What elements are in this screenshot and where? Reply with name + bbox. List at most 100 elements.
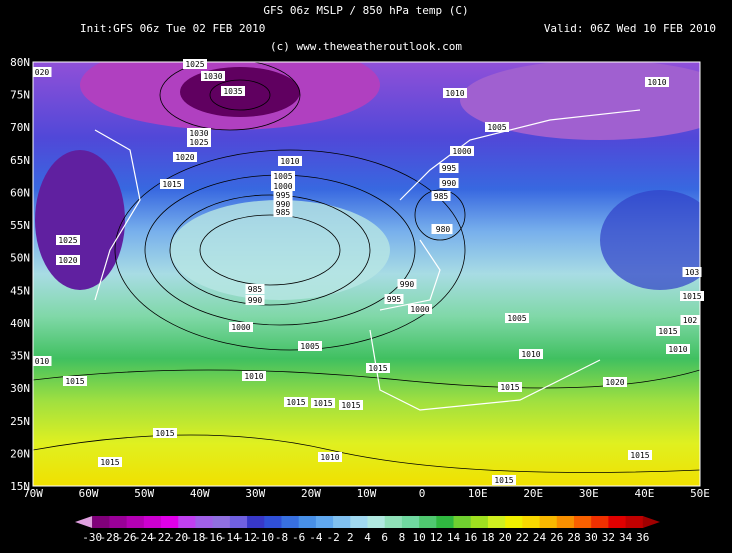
isobar-label-box [645, 77, 669, 87]
isobar-label: 1010 [445, 89, 464, 98]
isobar-label: 1020 [58, 256, 77, 265]
isobar-label-box [311, 398, 335, 408]
colorbar-label: 26 [550, 531, 563, 544]
isobar-label: 1015 [682, 292, 701, 301]
lat-label: 70N [10, 121, 30, 134]
colorbar-arrow [75, 516, 93, 528]
isobar-label-box [485, 122, 509, 132]
colorbar-label: 32 [602, 531, 615, 544]
isobar-label: 1015 [162, 180, 181, 189]
isobar-label: 1015 [65, 377, 84, 386]
colorbar-label: -18 [186, 531, 206, 544]
isobar-label: 1000 [410, 305, 429, 314]
colorbar-label: 20 [499, 531, 512, 544]
colorbar-label: 34 [619, 531, 633, 544]
colorbar-label: 2 [347, 531, 354, 544]
colorbar-label: -24 [134, 531, 154, 544]
lon-label: 40E [634, 487, 654, 500]
isobar-label-box [245, 284, 265, 294]
isobar-label-box [183, 59, 207, 69]
colorbar-swatch [608, 516, 627, 528]
lon-label: 60W [79, 487, 99, 500]
map-title: GFS 06z MSLP / 850 hPa temp (C) [263, 4, 468, 17]
colorbar-label: -6 [292, 531, 305, 544]
isobar-label: 990 [442, 179, 457, 188]
isobar-label-box [498, 382, 522, 392]
colorbar-swatch [539, 516, 558, 528]
isobar-label: 1010 [320, 453, 339, 462]
isobar-label-box [431, 191, 451, 201]
isobar-label-box [439, 178, 459, 188]
colorbar-swatch [556, 516, 575, 528]
colorbar-label: 28 [567, 531, 580, 544]
isobar-label-box [628, 450, 652, 460]
isobar-label-box [666, 344, 690, 354]
lon-label: 70W [23, 487, 43, 500]
colorbar-swatch [195, 516, 214, 528]
isobar-label-box [682, 267, 702, 277]
credit: (c) www.theweatheroutlook.com [270, 40, 462, 53]
isobar-label: 1015 [286, 398, 305, 407]
colorbar-label: 18 [481, 531, 494, 544]
lon-label: 10W [357, 487, 377, 500]
colorbar-label: 4 [364, 531, 371, 544]
isobar-label: 103 [685, 268, 700, 277]
isobar-label-box [271, 181, 295, 191]
colorbar-swatch [229, 516, 248, 528]
isobar-label-box [318, 452, 342, 462]
lat-label: 55N [10, 219, 30, 232]
colorbar-swatch [350, 516, 368, 528]
colorbar-swatch [315, 516, 334, 528]
isobar-label: 990 [400, 280, 415, 289]
isobar-label: 1025 [58, 236, 77, 245]
colorbar-swatch [212, 516, 231, 528]
colorbar-label: -22 [151, 531, 171, 544]
lon-label: 10E [468, 487, 488, 500]
isobar-label: 102 [683, 316, 698, 325]
lat-label: 35N [10, 350, 30, 363]
isobar-label: 1025 [185, 60, 204, 69]
lon-label: 20W [301, 487, 321, 500]
isobar-label-box [284, 397, 308, 407]
isobar-label-box [242, 371, 266, 381]
isobar-label-box [32, 356, 52, 366]
lon-label: 50W [134, 487, 154, 500]
isobar-label-box [273, 199, 293, 209]
colorbar-swatch [505, 516, 523, 528]
colorbar-label: 36 [636, 531, 649, 544]
isobar-label: 1015 [500, 383, 519, 392]
isobar-label-box [278, 156, 302, 166]
isobar-label: 1010 [280, 157, 299, 166]
lat-label: 75N [10, 89, 30, 102]
isobar-label-box [173, 152, 197, 162]
lon-label: 30E [579, 487, 599, 500]
isobar-label-box [298, 341, 322, 351]
colorbar-label: 10 [412, 531, 425, 544]
colorbar-label: -10 [254, 531, 274, 544]
isobar-label: 1005 [507, 314, 526, 323]
isobar-label: 1030 [189, 129, 208, 138]
colorbar-swatch [281, 516, 300, 528]
init-time: Init:GFS 06z Tue 02 FEB 2010 [80, 22, 265, 35]
colorbar-label: 24 [533, 531, 547, 544]
isobar-label: 985 [248, 285, 263, 294]
colorbar-swatch [470, 516, 489, 528]
isobar-label-box [229, 322, 253, 332]
colorbar-label: 30 [585, 531, 598, 544]
isobar-label-box [408, 304, 432, 314]
isobar-label: 990 [276, 200, 291, 209]
colorbar-swatch [143, 516, 162, 528]
isobar-label-box [32, 67, 52, 77]
isobar-label: 1010 [647, 78, 666, 87]
isobar-label: 990 [248, 296, 263, 305]
isobar-label: 010 [35, 357, 50, 366]
isobar-label: 985 [434, 192, 449, 201]
isobar-label-box [680, 315, 700, 325]
lat-label: 40N [10, 317, 30, 330]
isobar-label: 1015 [341, 401, 360, 410]
lon-label: 20E [523, 487, 543, 500]
colorbar-swatch [419, 516, 437, 528]
isobar-label: 1030 [203, 72, 222, 81]
isobar-label: 1015 [313, 399, 332, 408]
